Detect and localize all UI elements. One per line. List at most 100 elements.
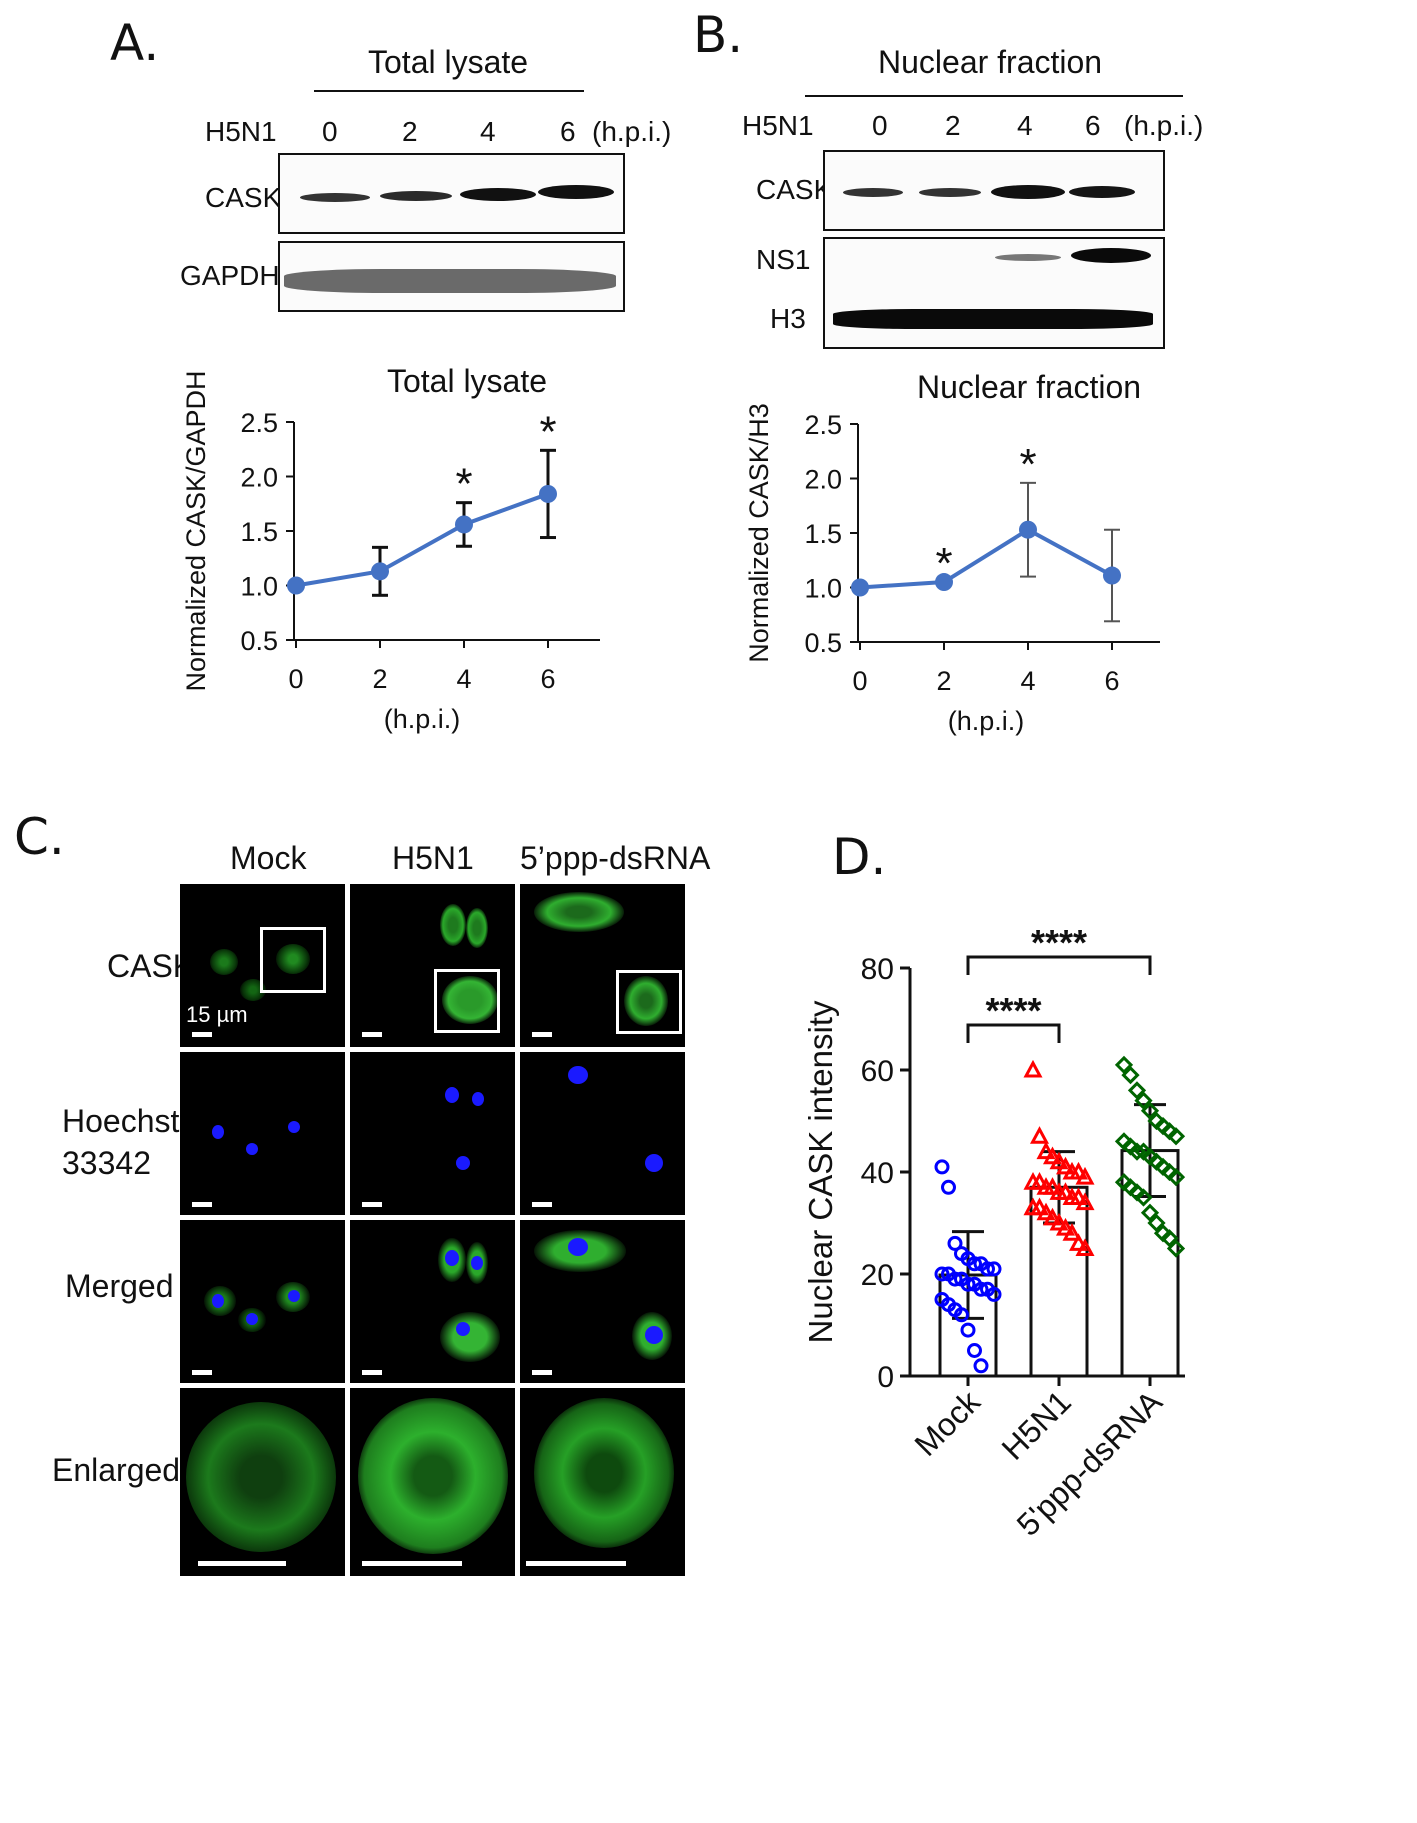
data-point	[455, 515, 473, 534]
scatter-point	[934, 1266, 950, 1282]
panel-c-row-enlarged: Enlarged	[52, 1452, 181, 1488]
scatter-point	[973, 1281, 989, 1297]
x-tick-label: 2	[372, 664, 387, 694]
panel-b-timepoint-6: 6	[1085, 110, 1101, 141]
scatter-point	[1068, 1161, 1089, 1180]
y-tick-label: 1.5	[240, 517, 278, 547]
image-cask-dsrna	[520, 884, 685, 1047]
scatter-point	[986, 1286, 1002, 1302]
band	[843, 188, 903, 197]
scatter-point	[1140, 1101, 1160, 1120]
cell	[442, 976, 498, 1024]
inset-box	[434, 969, 500, 1033]
nucleus	[246, 1143, 258, 1155]
y-axis-label: Nuclear CASK intensity	[802, 1000, 839, 1343]
scatter-point	[1042, 1146, 1063, 1165]
y-tick-label: 2.5	[804, 410, 842, 440]
data-point	[1103, 566, 1121, 585]
significance-label: ****	[985, 990, 1041, 1031]
x-tick-label: H5N1	[995, 1383, 1078, 1466]
scatter-point	[1134, 1188, 1153, 1207]
scatter-point	[1068, 1233, 1089, 1251]
y-tick-label: 2.0	[804, 465, 842, 495]
band	[380, 191, 452, 201]
nucleus	[645, 1326, 663, 1344]
nucleus	[645, 1154, 663, 1172]
scatter-point	[1029, 1172, 1050, 1190]
band	[919, 188, 981, 197]
panel-a-cask-blot	[278, 153, 625, 234]
x-tick-label: 0	[852, 666, 867, 696]
nucleus	[456, 1322, 470, 1336]
band	[833, 309, 1153, 329]
panel-c-label: C.	[14, 808, 65, 866]
scatter-point	[934, 1159, 950, 1175]
cell	[240, 979, 266, 1001]
scatter-point	[1166, 1239, 1186, 1258]
panel-b-label: B.	[693, 6, 744, 64]
panel-b-ns1-h3-blot	[823, 237, 1165, 349]
x-tick-label: Mock	[907, 1383, 987, 1463]
scatter-point	[1029, 1126, 1050, 1144]
nucleus	[456, 1156, 470, 1170]
y-tick-label: 0.5	[804, 628, 842, 658]
scatter-point	[1042, 1177, 1063, 1195]
image-cask-h5n1	[350, 884, 515, 1047]
y-tick-label: 2.5	[240, 408, 278, 438]
cell	[440, 904, 466, 946]
scale-bar	[532, 1032, 552, 1037]
scatter-point	[941, 1179, 956, 1195]
nucleus	[568, 1238, 588, 1256]
cell	[466, 908, 488, 948]
panel-b-header: Nuclear fraction	[878, 44, 1103, 80]
image-hoechst-mock	[180, 1052, 345, 1215]
scatter-point	[1075, 1192, 1095, 1211]
data-point	[371, 562, 389, 581]
chart-title: Nuclear fraction	[917, 369, 1141, 405]
scatter-point	[967, 1343, 982, 1358]
image-merged-dsrna	[520, 1220, 685, 1383]
scale-bar	[532, 1202, 552, 1207]
image-hoechst-h5n1	[350, 1052, 515, 1215]
panel-c-row-merged: Merged	[65, 1268, 174, 1304]
y-tick-label: 0.5	[240, 626, 278, 656]
nucleus	[288, 1121, 300, 1133]
panel-a-header: Total lysate	[368, 44, 529, 80]
panel-c-row-hoechst: Hoechst 33342	[62, 1103, 180, 1181]
panel-b-timepoint-0: 0	[872, 110, 888, 141]
band	[991, 185, 1065, 199]
nucleus	[568, 1066, 588, 1084]
image-enlarged-h5n1	[350, 1388, 515, 1576]
scale-bar	[192, 1032, 212, 1037]
scatter-point	[960, 1276, 976, 1292]
scale-bar	[362, 1202, 382, 1207]
scale-bar	[192, 1370, 212, 1375]
scatter-point	[1055, 1182, 1076, 1200]
cell	[624, 976, 668, 1026]
image-enlarged-dsrna	[520, 1388, 685, 1576]
cell	[186, 1402, 336, 1552]
data-point	[287, 576, 305, 595]
panel-c-row-cask: CASK	[107, 948, 195, 984]
scatter-point	[1166, 1167, 1186, 1187]
cell	[534, 892, 624, 932]
scatter-point	[980, 1261, 995, 1277]
y-tick-label: 1.5	[804, 519, 842, 549]
inset-box	[616, 970, 682, 1034]
panel-b-timepoint-2: 2	[945, 110, 961, 141]
y-tick-label: 2.0	[240, 463, 278, 493]
panel-c-column-h5n1: H5N1	[392, 840, 474, 876]
significance-star: *	[935, 539, 952, 588]
data-point	[935, 573, 953, 592]
data-point	[1019, 520, 1037, 539]
y-tick-label: 60	[861, 1055, 894, 1088]
x-tick-label: 2	[936, 666, 951, 696]
band	[538, 185, 614, 199]
image-cask-mock: 15 µm	[180, 884, 345, 1047]
scale-bar	[198, 1561, 286, 1566]
scatter-point	[986, 1261, 1002, 1277]
nucleus	[212, 1294, 224, 1308]
significance-star: *	[455, 460, 472, 509]
cell	[534, 1398, 674, 1548]
